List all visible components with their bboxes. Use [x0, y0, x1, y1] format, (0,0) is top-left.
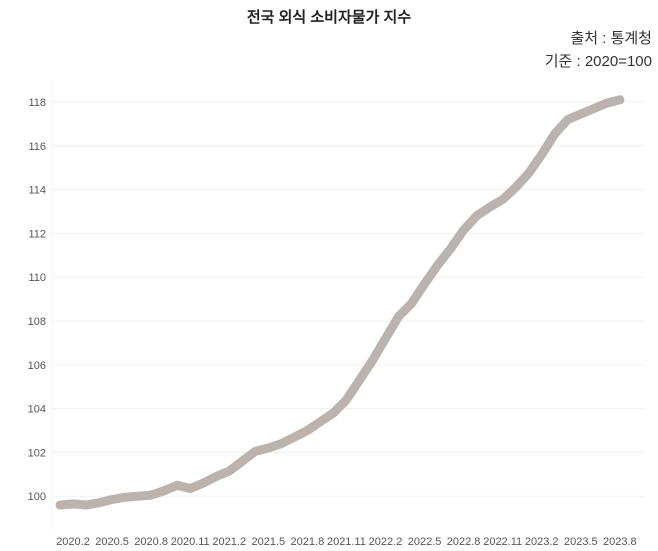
data-point: [241, 460, 243, 462]
data-point: [306, 430, 308, 431]
chart-title: 전국 외식 소비자물가 지수: [246, 9, 412, 26]
data-point: [437, 264, 439, 266]
data-point: [332, 412, 334, 414]
data-point: [528, 172, 530, 174]
data-point: [59, 504, 61, 506]
y-tick-label: 108: [28, 316, 46, 328]
data-point: [358, 379, 360, 381]
data-point: [463, 229, 465, 231]
data-point: [150, 494, 152, 496]
x-tick-label: 2020.5: [95, 536, 129, 548]
data-point: [515, 186, 517, 188]
data-point: [124, 496, 126, 498]
x-tick-label: 2023.8: [603, 536, 637, 548]
x-tick-label: 2020.11: [171, 536, 210, 548]
data-point: [228, 470, 230, 472]
data-point: [111, 498, 113, 500]
y-tick-label: 110: [28, 272, 46, 284]
data-point: [580, 113, 582, 115]
data-point: [254, 450, 256, 452]
x-tick-label: 2020.8: [134, 536, 168, 548]
x-tick-label: 2021.11: [327, 536, 366, 548]
y-tick-label: 106: [28, 360, 46, 372]
data-point: [98, 502, 100, 504]
data-point: [137, 495, 139, 497]
source-annotation: 출처 : 통계청: [570, 30, 652, 47]
y-tick-label: 102: [28, 447, 46, 459]
y-tick-label: 100: [28, 491, 46, 503]
x-tick-label: 2023.2: [525, 536, 559, 548]
data-point: [72, 503, 74, 505]
data-point: [606, 102, 608, 104]
data-point: [267, 447, 269, 449]
data-point: [489, 206, 491, 208]
y-tick-label: 114: [28, 185, 46, 197]
data-point: [502, 198, 504, 200]
data-point: [176, 484, 178, 486]
data-point: [280, 443, 282, 445]
x-tick-label: 2021.8: [291, 536, 325, 548]
data-point: [476, 215, 478, 217]
x-tick-label: 2022.5: [408, 536, 442, 548]
data-point: [619, 99, 621, 101]
base-annotation: 기준 : 2020=100: [544, 53, 652, 70]
x-tick-label: 2022.11: [483, 536, 522, 548]
data-point: [411, 302, 413, 304]
data-point: [567, 119, 569, 121]
series-line: [55, 95, 625, 510]
x-tick-label: 2021.2: [212, 536, 246, 548]
y-tick-label: 116: [28, 141, 46, 153]
data-point: [163, 490, 165, 492]
data-point: [385, 338, 386, 340]
data-point: [593, 108, 595, 110]
data-point: [293, 436, 295, 438]
y-tick-label: 112: [28, 228, 46, 240]
data-point: [541, 154, 543, 156]
data-point: [554, 133, 556, 135]
data-point: [345, 399, 347, 401]
x-tick-label: 2021.5: [251, 536, 285, 548]
data-point: [371, 359, 373, 361]
x-tick-label: 2020.2: [56, 536, 90, 548]
data-point: [319, 421, 321, 423]
data-point: [189, 488, 191, 490]
y-tick-label: 104: [28, 404, 46, 416]
x-tick-label: 2023.5: [564, 536, 598, 548]
data-point: [215, 475, 217, 477]
x-tick-label: 2022.8: [447, 536, 481, 548]
data-point: [202, 482, 204, 484]
data-point: [85, 504, 87, 506]
data-point: [450, 248, 452, 250]
y-tick-label: 118: [28, 97, 46, 109]
x-tick-label: 2022.2: [369, 536, 403, 548]
data-point: [424, 283, 426, 285]
data-point: [398, 316, 400, 318]
